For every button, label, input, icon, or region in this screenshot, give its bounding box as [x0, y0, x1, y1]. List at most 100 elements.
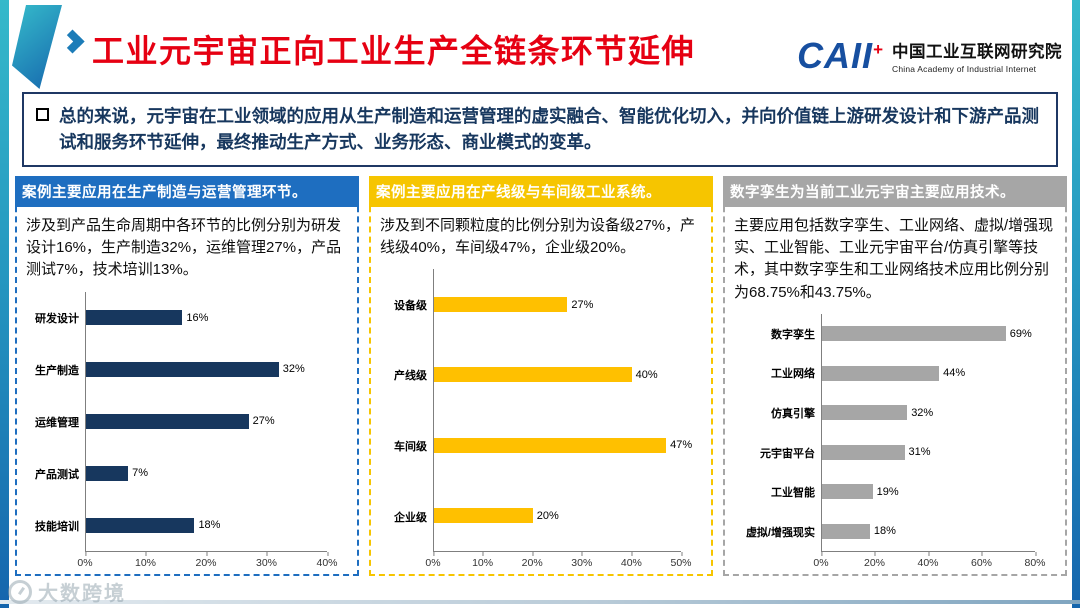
category-label: 运维管理 [35, 416, 79, 429]
corner-banner-decoration [12, 5, 62, 89]
slide-title: 工业元宇宙正向工业生产全链条环节延伸 [92, 33, 696, 69]
bar-value-label: 27% [571, 298, 594, 311]
bar [86, 310, 183, 325]
category-label: 产品测试 [35, 468, 79, 481]
chart-main: 设备级 产线级 车间级 企业级 27% 40% 47% 20% [375, 269, 692, 552]
bar-track: 31% [822, 444, 1035, 460]
category-label: 生产制造 [35, 364, 79, 377]
bar-value-label: 32% [282, 363, 305, 376]
category-labels: 研发设计生产制造运维管理产品测试技能培训 [21, 292, 85, 552]
plot-area: 27% 40% 47% 20% [433, 269, 692, 552]
category-label: 工业网络 [771, 368, 815, 381]
logo-org-name-en: China Academy of Industrial Internet [892, 64, 1037, 74]
x-tick-label: 30% [255, 552, 278, 569]
bar-value-label: 16% [186, 311, 209, 324]
category-label: 仿真引擎 [771, 408, 815, 420]
category-labels: 数字孪生 工业网络 仿真引擎 元宇宙平台 工业智能 虚拟/增强现实 [729, 314, 821, 552]
bar-value-label: 40% [635, 368, 658, 381]
bar-value-label: 69% [1009, 327, 1032, 340]
logo-plus-mark: + [873, 40, 884, 59]
bar-track: 18% [86, 517, 327, 533]
bar [822, 365, 940, 381]
panel-body-text: 主要应用包括数字孪生、工业网络、虚拟/增强现实、工业智能、工业元宇宙平台/仿真引… [734, 217, 1054, 301]
plot-area: 16% 32% 27% 7% 18% [85, 291, 327, 552]
x-tick-label: 40% [917, 552, 939, 569]
axis-ticks: 0% 10% 20% 30% 40% 50% [425, 552, 692, 570]
bar-chart-lifecycle-stages: 研发设计生产制造运维管理产品测试技能培训 16% 32% 27% 7% 18% 0% 10… [17, 284, 357, 574]
axis-spacer [729, 552, 821, 570]
panel-system-granularity: 案例主要应用在产线级与车间级工业系统。 涉及到不同颗粒度的比例分别为设备级27%… [369, 176, 713, 576]
right-edge-decoration [1072, 0, 1080, 608]
bar-value-label: 18% [873, 525, 896, 538]
category-label: 技能培训 [35, 520, 79, 533]
bar-track: 69% [822, 326, 1035, 342]
bar [822, 444, 905, 460]
bar-track: 27% [86, 413, 327, 429]
bar-track: 20% [434, 508, 681, 524]
bar-track: 47% [434, 437, 692, 453]
bar [86, 517, 195, 533]
bar [86, 361, 279, 377]
x-tick-label: 40% [620, 552, 642, 569]
x-tick-label: 10% [472, 552, 494, 569]
watermark-text: 大数跨境 [38, 583, 126, 605]
x-tick-label: 0% [77, 552, 93, 569]
bar-value-label: 32% [911, 406, 934, 419]
chart-main: 研发设计生产制造运维管理产品测试技能培训 16% 32% 27% 7% 18% [21, 291, 327, 552]
bar-value-label: 7% [132, 467, 149, 480]
category-label: 企业级 [394, 511, 427, 524]
bar [434, 367, 632, 383]
bar-value-label: 27% [252, 415, 275, 428]
bar [822, 523, 870, 539]
panel-key-technologies: 数字孪生为当前工业元宇宙主要应用技术。 主要应用包括数字孪生、工业网络、虚拟/增… [723, 176, 1067, 576]
bar [434, 437, 667, 453]
axis-spacer [375, 552, 433, 570]
category-label: 设备级 [394, 299, 427, 312]
category-label: 元宇宙平台 [760, 447, 815, 460]
bar-value-label: 18% [198, 519, 221, 531]
x-tick-label: 0% [813, 552, 829, 569]
caii-letters: CAII [797, 35, 874, 76]
bottom-edge-decoration [0, 600, 1080, 604]
plot-area: 69% 44% 32% 31% 19% 18% [821, 313, 1035, 552]
watermark: 大数跨境 [8, 577, 126, 606]
x-tick-label: 0% [425, 552, 441, 569]
bar [434, 297, 568, 313]
summary-box: 总的来说，元宇宙在工业领域的应用从生产制造和运营管理的虚实融合、智能优化切入，并… [22, 92, 1058, 167]
bar-chart-technologies: 数字孪生 工业网络 仿真引擎 元宇宙平台 工业智能 虚拟/增强现实 69% 44% 32% 31… [725, 306, 1065, 574]
panel-manufacturing-operations: 案例主要应用在生产制造与运营管理环节。 涉及到产品生命周期中各环节的比例分别为研… [15, 176, 359, 576]
caii-wordmark: CAII+ [797, 38, 884, 74]
chart-main: 数字孪生 工业网络 仿真引擎 元宇宙平台 工业智能 虚拟/增强现实 69% 44% 32% 31… [729, 313, 1035, 552]
bar [822, 484, 873, 500]
bar-value-label: 20% [536, 509, 559, 522]
x-tick-label: 60% [970, 552, 993, 569]
x-tick-label: 10% [134, 552, 157, 569]
bar-track: 32% [822, 405, 1035, 421]
bar [434, 508, 533, 524]
logo-org-block: 中国工业互联网研究院 China Academy of Industrial I… [892, 38, 1062, 74]
bar-track: 16% [86, 310, 327, 325]
x-tick-label: 30% [571, 552, 593, 569]
bar-track: 7% [86, 465, 327, 481]
bar-track: 19% [822, 484, 1035, 500]
category-label: 研发设计 [35, 312, 79, 325]
bar [86, 413, 249, 429]
bar-track: 40% [434, 367, 681, 383]
bar-value-label: 44% [943, 367, 966, 380]
axis-ticks: 0% 10% 20% 30% 40% [77, 552, 338, 570]
x-tick-label: 20% [521, 552, 543, 569]
panel-body-text: 涉及到产品生命周期中各环节的比例分别为研发设计16%，生产制造32%，运维管理2… [26, 217, 342, 279]
category-label: 虚拟/增强现实 [745, 527, 815, 540]
axis-spacer [21, 552, 85, 570]
panel-header: 数字孪生为当前工业元宇宙主要应用技术。 [723, 176, 1067, 207]
bar [822, 326, 1006, 342]
bar-value-label: 31% [908, 446, 931, 459]
caii-logo: CAII+ 中国工业互联网研究院 China Academy of Indust… [797, 38, 1062, 75]
x-tick-label: 50% [670, 552, 692, 569]
panel-header: 案例主要应用在产线级与车间级工业系统。 [369, 176, 713, 207]
x-axis: 0% 10% 20% 30% 40% [21, 552, 338, 570]
bar-track: 32% [86, 361, 327, 377]
bar-chart-system-levels: 设备级 产线级 车间级 企业级 27% 40% 47% 20% 0% 10% 20% 30% 40%… [371, 261, 711, 574]
axis-ticks: 0% 20% 40% 60% 80% [813, 552, 1046, 570]
panel-body-text: 涉及到不同颗粒度的比例分别为设备级27%，产线级40%，车间级47%，企业级20… [380, 217, 696, 257]
